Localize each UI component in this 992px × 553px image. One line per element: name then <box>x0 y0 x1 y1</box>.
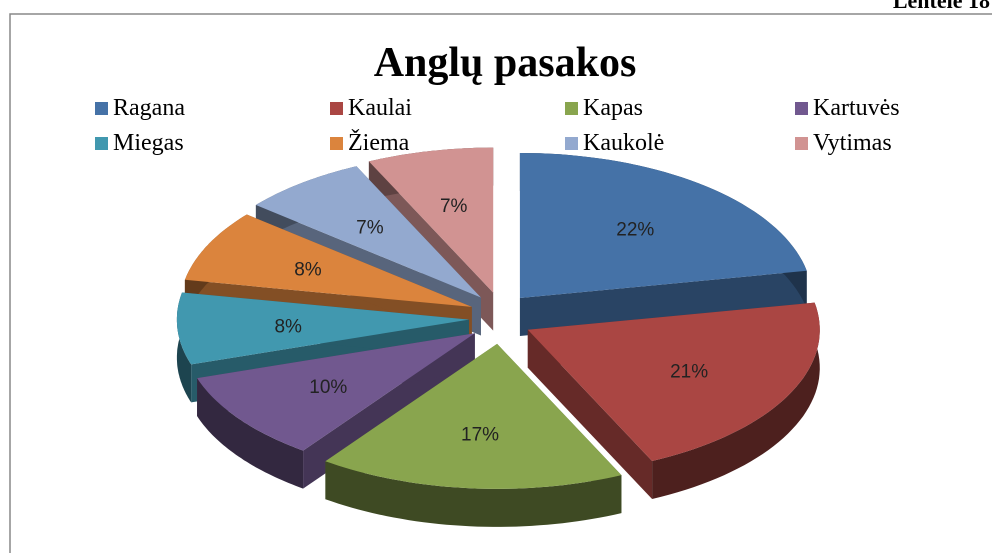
legend-label: Ragana <box>113 95 185 121</box>
legend-label: Žiema <box>348 130 410 156</box>
caption: Lentelė 18 <box>893 0 990 13</box>
legend-label: Kartuvės <box>813 95 900 121</box>
data-label: 22% <box>616 220 654 241</box>
slice-side <box>652 302 820 499</box>
legend-swatch <box>565 137 578 150</box>
data-label: 7% <box>440 196 468 217</box>
legend-label: Vytimas <box>813 130 892 156</box>
slice-side <box>325 461 622 527</box>
slice-top <box>176 292 469 365</box>
legend-label: Kaulai <box>348 95 412 121</box>
slice-top <box>255 166 481 298</box>
data-label: 8% <box>274 316 302 337</box>
legend-swatch <box>795 137 808 150</box>
slice <box>255 166 481 336</box>
chart-title: Anglų pasakos <box>374 40 637 86</box>
slice-side <box>197 378 304 489</box>
slice-top <box>325 343 622 489</box>
slice <box>325 343 622 527</box>
slice-top <box>184 214 472 307</box>
data-label: 8% <box>294 260 322 281</box>
legend-label: Kaukolė <box>583 130 664 156</box>
slice <box>519 153 807 336</box>
slice-wall <box>527 329 653 499</box>
legend-swatch <box>330 102 343 115</box>
slice-top <box>368 147 494 293</box>
slice-top <box>519 153 807 298</box>
slice-wall <box>519 270 807 336</box>
slice-top <box>197 333 475 451</box>
slice <box>527 302 820 499</box>
legend-swatch <box>795 102 808 115</box>
legend-swatch <box>565 102 578 115</box>
legend-label: Miegas <box>113 130 184 156</box>
slice-top <box>527 302 820 461</box>
legend-label: Kapas <box>583 95 643 121</box>
legend-swatch <box>95 102 108 115</box>
data-label: 21% <box>670 362 708 383</box>
data-label: 17% <box>461 424 499 445</box>
legend-swatch <box>95 137 108 150</box>
data-label: 10% <box>309 377 347 398</box>
data-label: 7% <box>356 217 384 238</box>
legend-swatch <box>330 137 343 150</box>
